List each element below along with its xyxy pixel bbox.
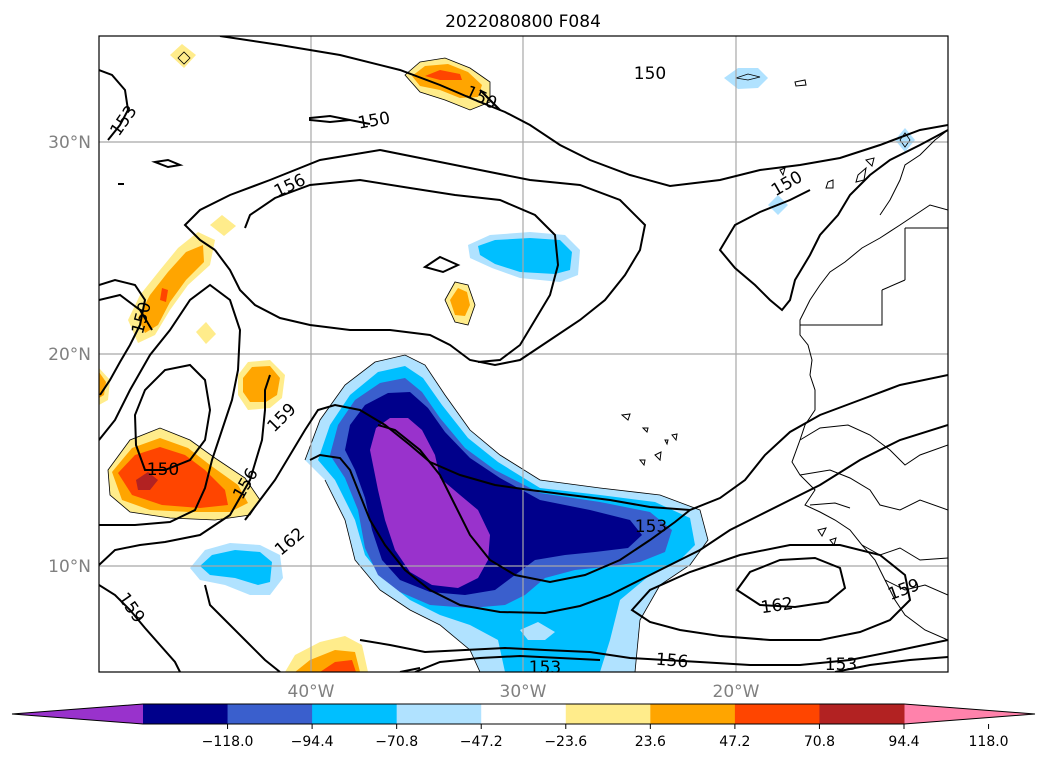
contour-label: 153: [529, 658, 561, 678]
negative-anomaly-main: [305, 355, 708, 672]
lon-label: 20°W: [713, 682, 760, 702]
colorbar-label: 94.4: [888, 734, 919, 750]
contour-label: 153: [635, 517, 667, 537]
colorbar-label: 118.0: [969, 734, 1009, 750]
lon-labels: 40°W 30°W 20°W: [288, 682, 760, 702]
colorbar-label: −70.8: [375, 734, 418, 750]
colorbar-swatch: [565, 704, 651, 724]
coastlines: [620, 79, 948, 641]
contour-label: 156: [655, 650, 689, 673]
colorbar: −118.0 −94.4 −70.8 −47.2 −23.6 23.6 47.2 70.8 94…: [11, 703, 1036, 750]
lat-label: 20°N: [48, 345, 91, 365]
colorbar-label: −118.0: [202, 734, 254, 750]
colorbar-swatch: [143, 704, 229, 724]
colorbar-label: 47.2: [719, 734, 750, 750]
lon-label: 40°W: [288, 682, 335, 702]
colorbar-label: 70.8: [804, 734, 835, 750]
colorbar-label: −23.6: [544, 734, 587, 750]
colorbar-label: −94.4: [291, 734, 334, 750]
colorbar-swatch: [396, 704, 482, 724]
map-title: 2022080800 F084: [445, 12, 601, 32]
colorbar-extend-low: [12, 704, 143, 724]
map-area: 150 150 150 153 156 150 150 159 150 156 …: [99, 36, 948, 678]
negative-anomaly-patches: [190, 68, 915, 640]
gridlines: [99, 36, 948, 672]
contour-label: 150: [634, 64, 666, 84]
colorbar-swatch: [227, 704, 313, 724]
colorbar-swatch: [734, 704, 820, 724]
height-contours: [99, 36, 948, 672]
colorbar-label: −47.2: [460, 734, 503, 750]
colorbar-swatch: [312, 704, 398, 724]
lat-label: 10°N: [48, 557, 91, 577]
colorbar-swatch: [819, 704, 905, 724]
colorbar-extend-high: [904, 704, 1035, 724]
colorbar-swatch: [650, 704, 736, 724]
lat-label: 30°N: [48, 133, 91, 153]
colorbar-outline: [11, 703, 1036, 725]
contour-label: 150: [147, 460, 179, 480]
colorbar-label: 23.6: [635, 734, 666, 750]
lat-labels: 30°N 20°N 10°N: [48, 133, 91, 577]
colorbar-swatch: [481, 704, 567, 724]
lon-label: 30°W: [500, 682, 547, 702]
contour-label: 162: [760, 594, 795, 618]
map-frame: [98, 35, 949, 673]
contour-label: 153: [825, 655, 857, 675]
